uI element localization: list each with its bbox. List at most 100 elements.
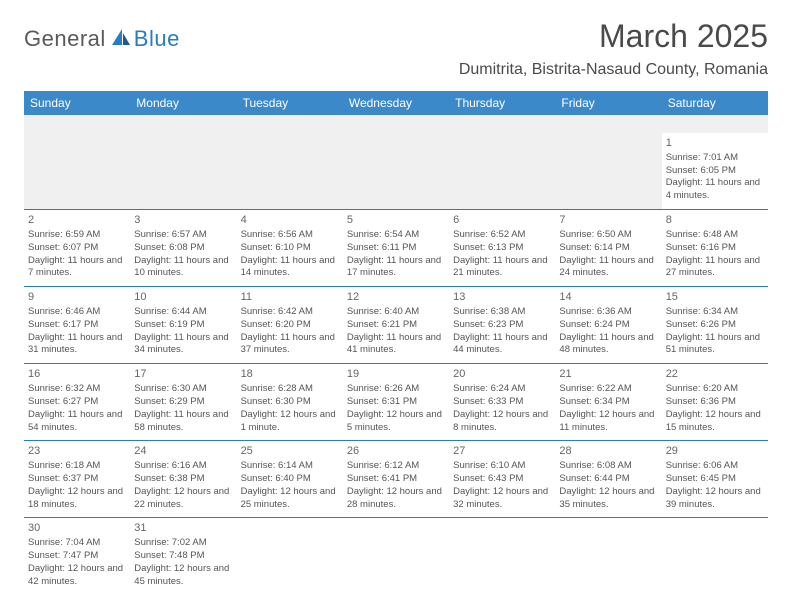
calendar-week-row: 9Sunrise: 6:46 AMSunset: 6:17 PMDaylight… [24, 287, 768, 364]
blank-cell [662, 115, 768, 133]
day-cell: 22Sunrise: 6:20 AMSunset: 6:36 PMDayligh… [662, 364, 768, 441]
day-cell: 8Sunrise: 6:48 AMSunset: 6:16 PMDaylight… [662, 210, 768, 287]
weekday-header: Friday [555, 91, 661, 115]
sunrise-text: Sunrise: 6:48 AM [666, 229, 764, 242]
day-cell: 29Sunrise: 6:06 AMSunset: 6:45 PMDayligh… [662, 441, 768, 518]
day-cell: 21Sunrise: 6:22 AMSunset: 6:34 PMDayligh… [555, 364, 661, 441]
day-number: 10 [134, 290, 232, 305]
sunrise-text: Sunrise: 6:46 AM [28, 306, 126, 319]
day-number: 17 [134, 367, 232, 382]
weekday-header: Monday [130, 91, 236, 115]
sunrise-text: Sunrise: 6:22 AM [559, 383, 657, 396]
sunset-text: Sunset: 6:41 PM [347, 473, 445, 486]
day-cell: 2Sunrise: 6:59 AMSunset: 6:07 PMDaylight… [24, 210, 130, 287]
blank-cell [130, 115, 236, 133]
blank-cell [237, 115, 343, 133]
daylight-text: Daylight: 11 hours and 14 minutes. [241, 255, 339, 281]
daylight-text: Daylight: 11 hours and 34 minutes. [134, 332, 232, 358]
sunrise-text: Sunrise: 6:30 AM [134, 383, 232, 396]
calendar-week-row: 1Sunrise: 7:01 AMSunset: 6:05 PMDaylight… [24, 133, 768, 210]
sunset-text: Sunset: 6:10 PM [241, 242, 339, 255]
day-cell: 3Sunrise: 6:57 AMSunset: 6:08 PMDaylight… [130, 210, 236, 287]
day-cell: 12Sunrise: 6:40 AMSunset: 6:21 PMDayligh… [343, 287, 449, 364]
day-number: 13 [453, 290, 551, 305]
day-cell: 27Sunrise: 6:10 AMSunset: 6:43 PMDayligh… [449, 441, 555, 518]
day-number: 24 [134, 444, 232, 459]
daylight-text: Daylight: 12 hours and 1 minute. [241, 409, 339, 435]
sunset-text: Sunset: 6:30 PM [241, 396, 339, 409]
sunrise-text: Sunrise: 6:52 AM [453, 229, 551, 242]
sunrise-text: Sunrise: 6:57 AM [134, 229, 232, 242]
empty-day-cell [555, 133, 661, 210]
sunset-text: Sunset: 6:20 PM [241, 319, 339, 332]
day-cell: 6Sunrise: 6:52 AMSunset: 6:13 PMDaylight… [449, 210, 555, 287]
sunset-text: Sunset: 6:29 PM [134, 396, 232, 409]
day-number: 11 [241, 290, 339, 305]
daylight-text: Daylight: 12 hours and 45 minutes. [134, 563, 232, 589]
sunset-text: Sunset: 6:14 PM [559, 242, 657, 255]
sunrise-text: Sunrise: 6:16 AM [134, 460, 232, 473]
sunrise-text: Sunrise: 6:14 AM [241, 460, 339, 473]
sunset-text: Sunset: 6:19 PM [134, 319, 232, 332]
empty-day-cell [555, 518, 661, 595]
sunset-text: Sunset: 6:13 PM [453, 242, 551, 255]
daylight-text: Daylight: 11 hours and 41 minutes. [347, 332, 445, 358]
sunrise-text: Sunrise: 6:42 AM [241, 306, 339, 319]
day-number: 23 [28, 444, 126, 459]
day-number: 9 [28, 290, 126, 305]
daylight-text: Daylight: 12 hours and 8 minutes. [453, 409, 551, 435]
daylight-text: Daylight: 12 hours and 5 minutes. [347, 409, 445, 435]
sunrise-text: Sunrise: 6:06 AM [666, 460, 764, 473]
day-cell: 17Sunrise: 6:30 AMSunset: 6:29 PMDayligh… [130, 364, 236, 441]
sunrise-text: Sunrise: 6:10 AM [453, 460, 551, 473]
daylight-text: Daylight: 12 hours and 39 minutes. [666, 486, 764, 512]
calendar-week-row: 16Sunrise: 6:32 AMSunset: 6:27 PMDayligh… [24, 364, 768, 441]
sunset-text: Sunset: 6:11 PM [347, 242, 445, 255]
sunrise-text: Sunrise: 7:01 AM [666, 152, 764, 165]
logo: General Blue [24, 26, 180, 52]
daylight-text: Daylight: 12 hours and 18 minutes. [28, 486, 126, 512]
daylight-text: Daylight: 12 hours and 32 minutes. [453, 486, 551, 512]
sunrise-text: Sunrise: 6:44 AM [134, 306, 232, 319]
day-cell: 31Sunrise: 7:02 AMSunset: 7:48 PMDayligh… [130, 518, 236, 595]
day-number: 7 [559, 213, 657, 228]
sunset-text: Sunset: 6:24 PM [559, 319, 657, 332]
sunset-text: Sunset: 6:44 PM [559, 473, 657, 486]
sunset-text: Sunset: 6:38 PM [134, 473, 232, 486]
sunset-text: Sunset: 7:48 PM [134, 550, 232, 563]
sunset-text: Sunset: 6:45 PM [666, 473, 764, 486]
day-cell: 16Sunrise: 6:32 AMSunset: 6:27 PMDayligh… [24, 364, 130, 441]
sunrise-text: Sunrise: 6:54 AM [347, 229, 445, 242]
month-title: March 2025 [459, 18, 768, 55]
blank-cell [555, 115, 661, 133]
sunset-text: Sunset: 6:36 PM [666, 396, 764, 409]
sunset-text: Sunset: 6:21 PM [347, 319, 445, 332]
empty-day-cell [237, 518, 343, 595]
day-cell: 7Sunrise: 6:50 AMSunset: 6:14 PMDaylight… [555, 210, 661, 287]
daylight-text: Daylight: 11 hours and 37 minutes. [241, 332, 339, 358]
day-number: 20 [453, 367, 551, 382]
sunrise-text: Sunrise: 7:02 AM [134, 537, 232, 550]
day-number: 8 [666, 213, 764, 228]
weekday-header: Saturday [662, 91, 768, 115]
day-cell: 26Sunrise: 6:12 AMSunset: 6:41 PMDayligh… [343, 441, 449, 518]
day-number: 28 [559, 444, 657, 459]
day-cell: 1Sunrise: 7:01 AMSunset: 6:05 PMDaylight… [662, 133, 768, 210]
daylight-text: Daylight: 11 hours and 27 minutes. [666, 255, 764, 281]
day-number: 16 [28, 367, 126, 382]
daylight-text: Daylight: 11 hours and 4 minutes. [666, 177, 764, 203]
daylight-text: Daylight: 12 hours and 22 minutes. [134, 486, 232, 512]
day-cell: 5Sunrise: 6:54 AMSunset: 6:11 PMDaylight… [343, 210, 449, 287]
day-number: 30 [28, 521, 126, 536]
blank-cell [24, 115, 130, 133]
daylight-text: Daylight: 11 hours and 44 minutes. [453, 332, 551, 358]
sunset-text: Sunset: 6:23 PM [453, 319, 551, 332]
day-cell: 13Sunrise: 6:38 AMSunset: 6:23 PMDayligh… [449, 287, 555, 364]
day-number: 29 [666, 444, 764, 459]
empty-day-cell [24, 133, 130, 210]
daylight-text: Daylight: 11 hours and 17 minutes. [347, 255, 445, 281]
day-number: 21 [559, 367, 657, 382]
day-cell: 25Sunrise: 6:14 AMSunset: 6:40 PMDayligh… [237, 441, 343, 518]
sunrise-text: Sunrise: 6:32 AM [28, 383, 126, 396]
weekday-header-row: SundayMondayTuesdayWednesdayThursdayFrid… [24, 91, 768, 115]
